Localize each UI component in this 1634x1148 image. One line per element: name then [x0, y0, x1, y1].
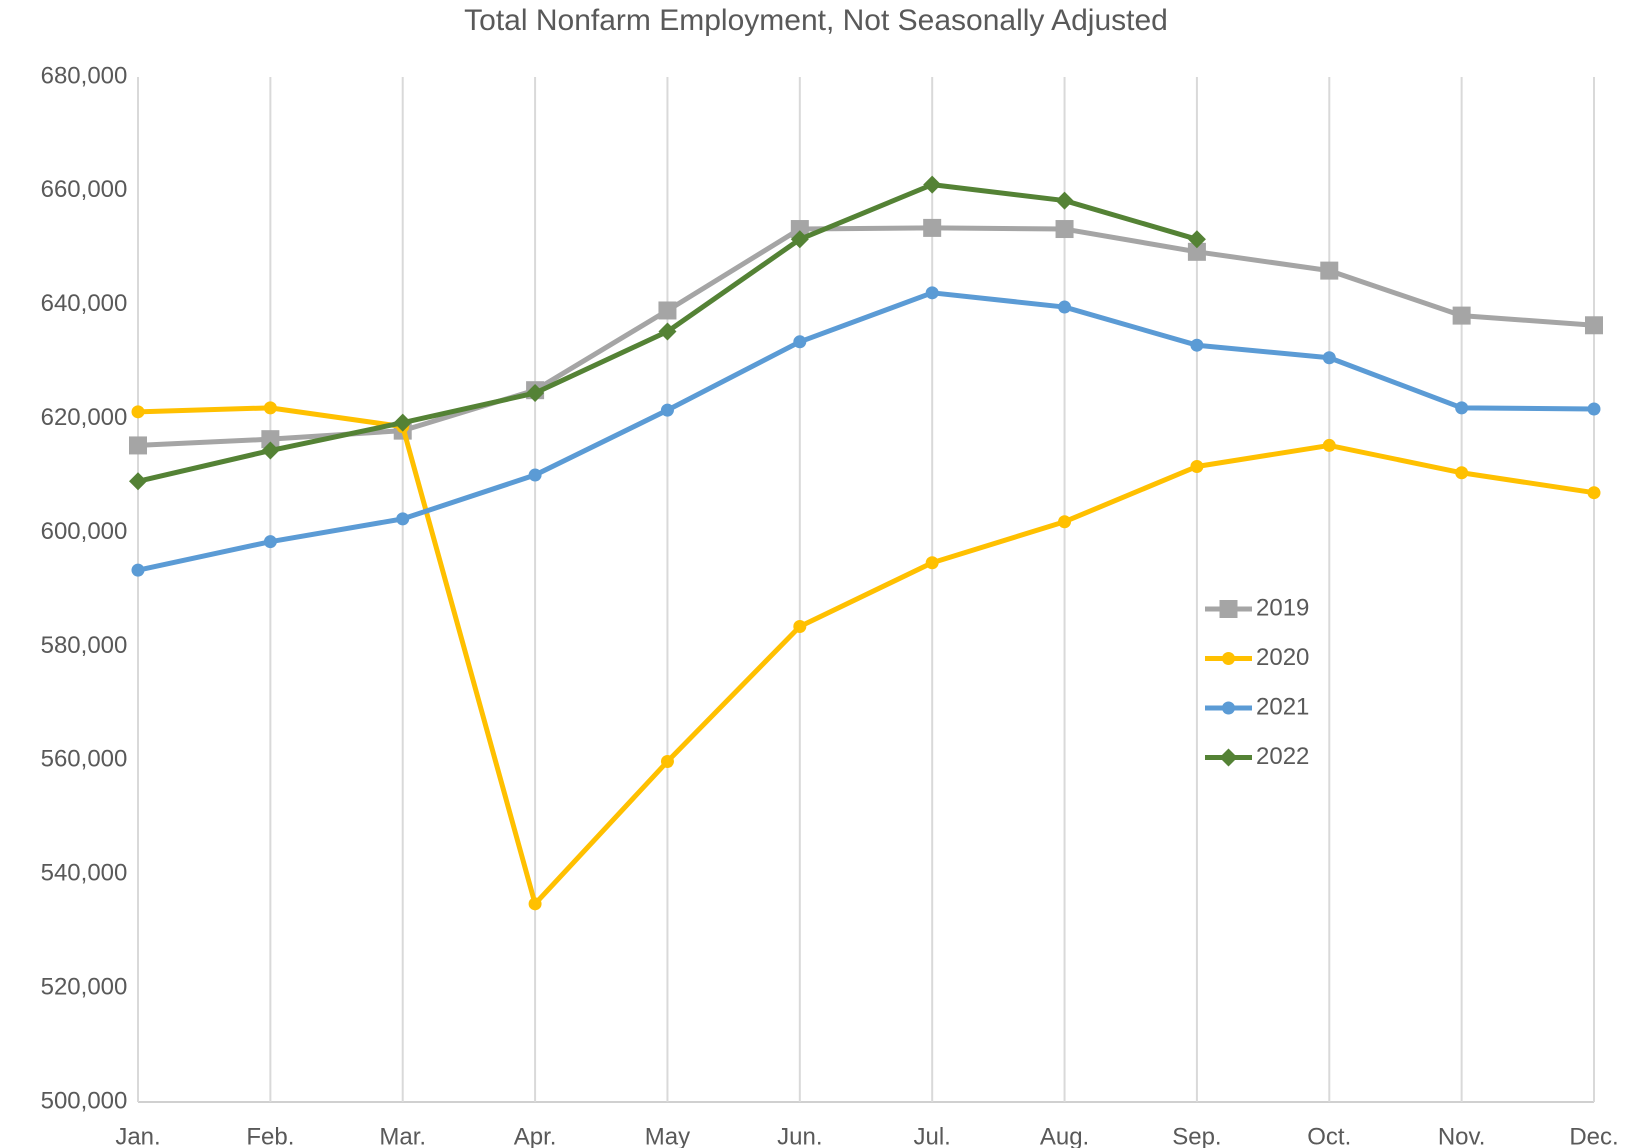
series-line [137, 405, 1595, 907]
marker [660, 754, 674, 768]
marker [1587, 402, 1601, 416]
marker [658, 301, 677, 320]
marker [1055, 191, 1074, 210]
x-tick-label: Feb. [246, 1123, 294, 1148]
marker [263, 401, 277, 415]
legend-label: 2019 [1256, 594, 1309, 621]
marker [129, 436, 147, 455]
marker [1219, 600, 1238, 618]
marker [1585, 316, 1603, 335]
series-line [137, 225, 1595, 448]
marker [1455, 401, 1469, 415]
marker [1587, 486, 1601, 500]
x-tick-label: May [645, 1123, 690, 1148]
marker [1322, 438, 1336, 452]
x-tick-label: Jun. [777, 1123, 822, 1148]
marker [1322, 351, 1336, 365]
marker [1222, 701, 1235, 715]
marker [923, 218, 942, 237]
marker [925, 286, 939, 300]
y-tick-label: 560,000 [41, 746, 128, 773]
legend-label: 2021 [1256, 693, 1309, 720]
marker [790, 230, 809, 249]
marker [396, 512, 410, 526]
marker [1058, 515, 1072, 529]
y-tick-label: 680,000 [41, 62, 128, 89]
y-tick-label: 620,000 [41, 404, 128, 431]
marker [925, 556, 939, 570]
marker [129, 472, 147, 491]
y-tick-label: 520,000 [41, 973, 128, 1000]
marker [131, 563, 145, 577]
marker [658, 322, 677, 341]
marker [790, 220, 809, 239]
x-tick-label: Jul. [914, 1123, 951, 1148]
y-tick-label: 540,000 [41, 860, 128, 887]
x-tick-label: Dec. [1569, 1123, 1618, 1148]
marker [261, 441, 280, 460]
marker [526, 384, 545, 403]
marker [263, 535, 277, 549]
marker [660, 403, 674, 417]
x-tick-label: Jan. [115, 1123, 160, 1148]
marker [528, 897, 542, 911]
legend-label: 2022 [1256, 743, 1309, 770]
marker [261, 430, 280, 449]
marker [1187, 230, 1206, 249]
legend-label: 2020 [1256, 644, 1309, 671]
marker [528, 468, 542, 482]
marker [923, 175, 942, 194]
marker [1187, 242, 1206, 261]
x-tick-label: Sep. [1172, 1123, 1221, 1148]
series-line [137, 290, 1595, 573]
marker [793, 335, 807, 349]
chart-title: Total Nonfarm Employment, Not Seasonally… [464, 4, 1168, 37]
y-tick-label: 640,000 [41, 290, 128, 317]
marker [1455, 466, 1469, 480]
y-tick-label: 660,000 [41, 176, 128, 203]
marker [1320, 261, 1339, 280]
marker [1055, 220, 1074, 239]
y-tick-label: 600,000 [41, 518, 128, 545]
marker [793, 620, 807, 634]
x-tick-label: Aug. [1040, 1123, 1089, 1148]
marker [131, 405, 145, 419]
x-tick-label: Oct. [1307, 1123, 1351, 1148]
marker [1452, 306, 1471, 325]
marker [1058, 300, 1072, 314]
y-tick-label: 500,000 [41, 1087, 128, 1114]
x-tick-label: Mar. [379, 1123, 426, 1148]
x-tick-label: Nov. [1438, 1123, 1486, 1148]
marker [1222, 652, 1235, 665]
marker [1190, 338, 1204, 352]
x-tick-label: Apr. [514, 1123, 557, 1148]
marker [1190, 460, 1204, 473]
y-tick-label: 580,000 [41, 632, 128, 659]
marker [393, 413, 412, 432]
marker [1219, 748, 1238, 767]
